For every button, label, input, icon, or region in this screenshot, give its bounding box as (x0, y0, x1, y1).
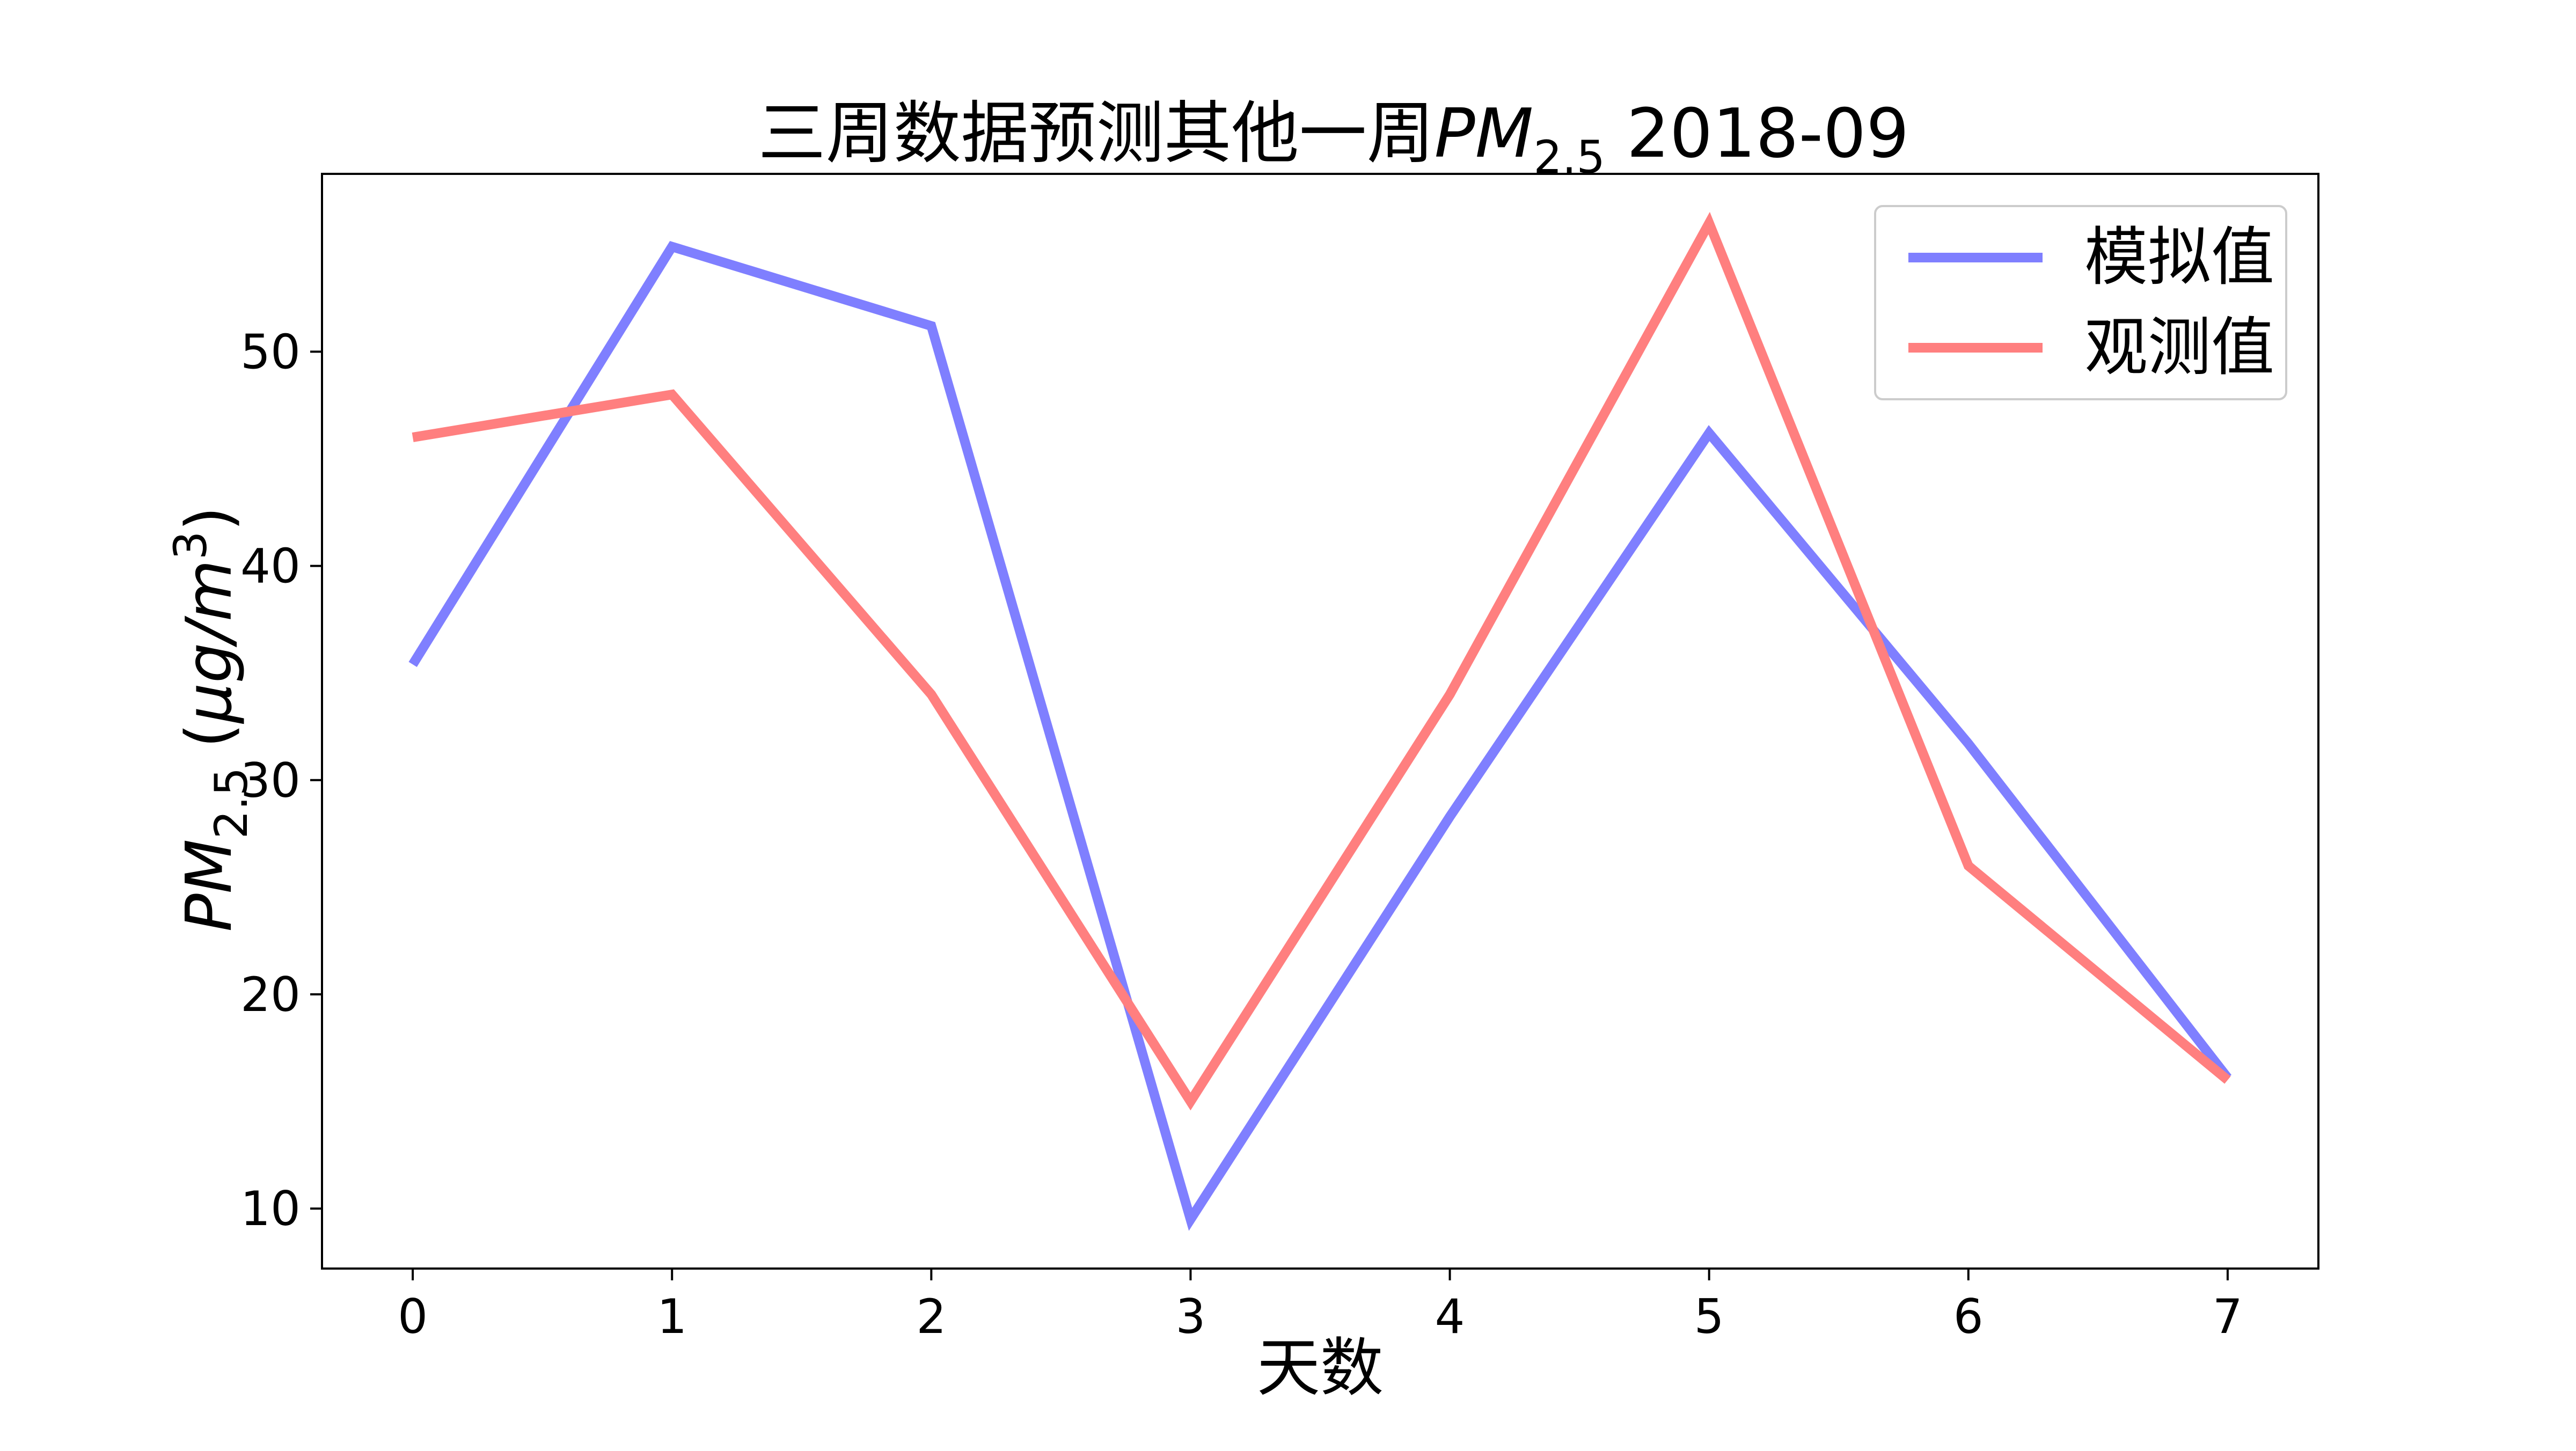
x-axis-ticks: 0 1 2 3 4 5 6 7 (398, 1269, 2243, 1344)
x-tick-label: 1 (657, 1289, 687, 1344)
x-tick-label: 2 (916, 1289, 946, 1344)
chart-title: 三周数据预测其他一周PM2.5 2018-09 (758, 94, 1909, 184)
x-tick-label: 6 (1953, 1289, 1984, 1344)
y-tick-label: 10 (240, 1181, 301, 1236)
y-tick-label: 20 (240, 967, 301, 1022)
y-axis-label: PM2.5(μg/m3) (164, 507, 258, 932)
x-tick-label: 3 (1175, 1289, 1205, 1344)
legend-label-1: 模拟值 (2084, 220, 2274, 294)
series-line-2 (412, 211, 2231, 1111)
x-tick-label: 4 (1435, 1289, 1465, 1344)
x-tick-label: 5 (1694, 1289, 1724, 1344)
x-tick-label: 0 (398, 1289, 428, 1344)
series-layer (408, 211, 2232, 1231)
y-tick-label: 30 (240, 753, 301, 808)
series-line-1 (408, 241, 2232, 1231)
legend-label-2: 观测值 (2084, 310, 2274, 384)
x-axis-label: 天数 (1257, 1331, 1384, 1405)
plot-area-frame (321, 173, 2319, 1270)
y-tick-label: 50 (240, 324, 301, 379)
y-tick-label: 40 (240, 539, 301, 594)
x-tick-label: 7 (2213, 1289, 2243, 1344)
y-axis-ticks: 10 20 30 40 50 (240, 324, 322, 1236)
